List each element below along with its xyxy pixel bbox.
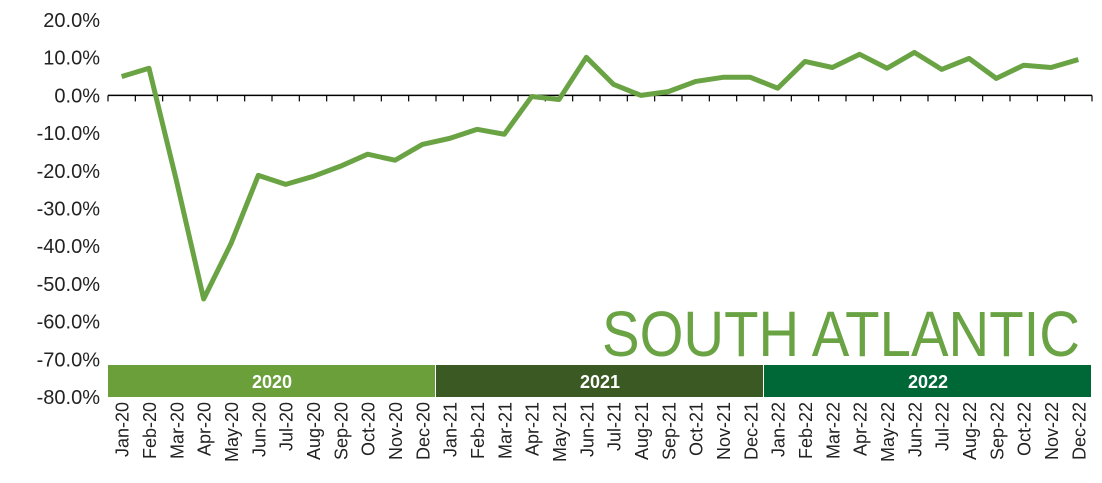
x-tick-label: Feb-21	[468, 402, 488, 459]
x-tick-label: Nov-20	[386, 402, 406, 460]
year-band	[764, 365, 1091, 397]
x-tick-label: Mar-21	[495, 402, 515, 459]
x-tick-label: Jul-22	[933, 402, 953, 451]
year-label: 2022	[908, 372, 948, 392]
x-tick-label: Nov-21	[714, 402, 734, 460]
x-tick-label: Jan-22	[769, 402, 789, 457]
x-tick-label: Feb-22	[796, 402, 816, 459]
x-tick-label: Aug-20	[304, 402, 324, 460]
x-tick-label: May-21	[550, 402, 570, 462]
x-tick-label: Jan-21	[441, 402, 461, 457]
x-tick-label: Dec-20	[413, 402, 433, 460]
y-tick-label: 20.0%	[43, 10, 100, 32]
x-tick-label: Jan-20	[113, 402, 133, 457]
year-band	[436, 365, 763, 397]
x-tick-label: Oct-21	[687, 402, 707, 456]
y-tick-label: -40.0%	[37, 236, 101, 258]
y-tick-label: 0.0%	[54, 85, 100, 107]
x-tick-label: Mar-20	[167, 402, 187, 459]
x-tick-label: Nov-22	[1042, 402, 1062, 460]
x-tick-label: Jul-20	[277, 402, 297, 451]
region-title: SOUTH ATLANTIC	[602, 298, 1080, 370]
x-tick-label: Sep-21	[659, 402, 679, 460]
x-tick-label: Sep-20	[331, 402, 351, 460]
y-tick-label: -20.0%	[37, 161, 101, 183]
y-tick-label: -10.0%	[37, 123, 101, 145]
y-tick-label: 10.0%	[43, 48, 100, 70]
series-line	[120, 49, 1080, 302]
y-tick-label: -30.0%	[37, 199, 101, 221]
x-tick-label: May-22	[878, 402, 898, 462]
y-tick-label: -80.0%	[37, 387, 101, 409]
x-tick-label: Mar-22	[823, 402, 843, 459]
x-tick-label: May-20	[222, 402, 242, 462]
x-tick-label: Aug-21	[632, 402, 652, 460]
x-tick-label: Apr-21	[523, 402, 543, 456]
x-tick-label: Apr-20	[195, 402, 215, 456]
x-tick-label: Dec-22	[1069, 402, 1089, 460]
x-tick-label: Apr-22	[851, 402, 871, 456]
y-tick-label: -60.0%	[37, 312, 101, 334]
x-tick-label: Feb-20	[140, 402, 160, 459]
y-tick-label: -70.0%	[37, 349, 101, 371]
x-tick-label: Jul-21	[605, 402, 625, 451]
x-tick-label: Oct-22	[1015, 402, 1035, 456]
x-tick-label: Jun-22	[905, 402, 925, 457]
x-tick-label: Sep-22	[987, 402, 1007, 460]
x-tick-label: Jun-21	[577, 402, 597, 457]
year-label: 2020	[252, 372, 292, 392]
x-tick-label: Oct-20	[359, 402, 379, 456]
y-tick-label: -50.0%	[37, 274, 101, 296]
year-label: 2021	[580, 372, 620, 392]
x-tick-label: Jun-20	[249, 402, 269, 457]
year-band	[108, 365, 435, 397]
x-tick-label: Dec-21	[741, 402, 761, 460]
x-tick-label: Aug-22	[960, 402, 980, 460]
